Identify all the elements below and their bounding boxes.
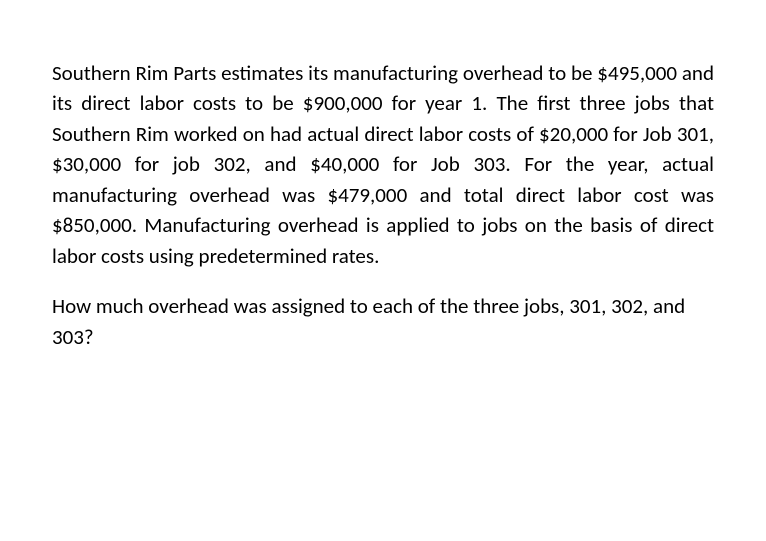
problem-statement: Southern Rim Parts estimates its manufac… [52, 58, 714, 271]
question-text: How much overhead was assigned to each o… [52, 291, 714, 352]
